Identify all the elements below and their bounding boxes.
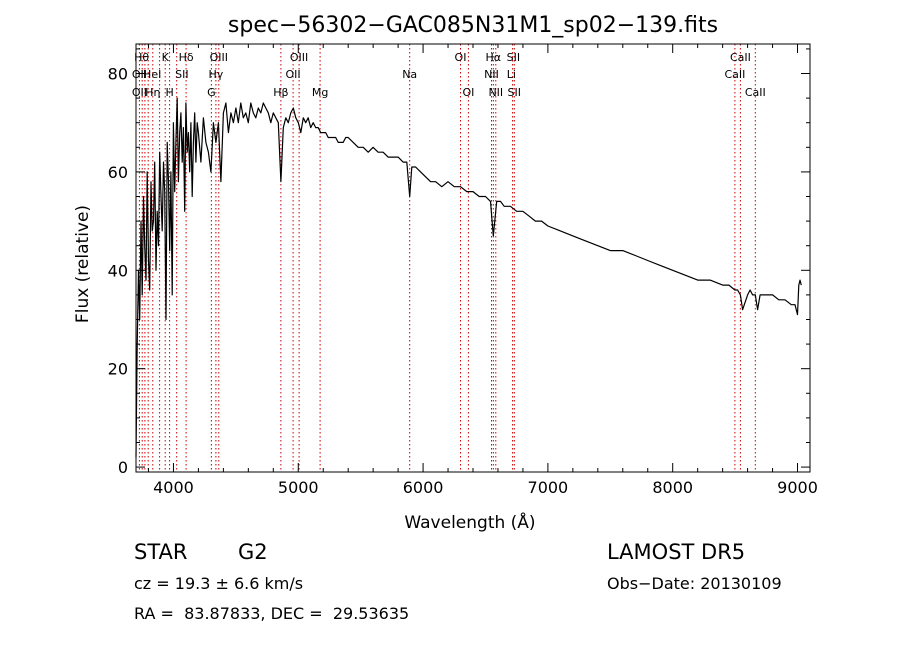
y-tick-label: 0 xyxy=(118,458,128,477)
spectrum-series xyxy=(135,97,802,458)
line-label: HeI xyxy=(143,68,161,81)
spectrum-line xyxy=(135,97,802,458)
line-label: Hη xyxy=(145,86,160,99)
line-label: Hβ xyxy=(273,86,288,99)
observation-date: Obs−Date: 20130109 xyxy=(607,574,782,593)
y-axis-ticks: 0 20 40 60 80 xyxy=(108,48,810,477)
line-markers xyxy=(138,44,756,472)
line-label: K xyxy=(162,51,170,64)
redshift-cz: cz = 19.3 ± 6.6 km/s xyxy=(134,574,304,593)
line-label: Na xyxy=(402,68,417,81)
y-tick-label: 80 xyxy=(108,65,128,84)
y-tick-label: 20 xyxy=(108,360,128,379)
line-label: Hγ xyxy=(209,68,224,81)
line-label: OIII xyxy=(210,51,228,64)
plot-frame xyxy=(135,43,811,473)
line-label: Hδ xyxy=(179,51,194,64)
line-label: CaII xyxy=(730,51,751,64)
line-label: Li xyxy=(507,68,516,81)
line-label: H xyxy=(165,86,173,99)
line-label: OI xyxy=(462,86,474,99)
chart-title: spec−56302−GAC085N31M1_sp02−139.fits xyxy=(228,13,718,38)
line-label: Mg xyxy=(312,86,328,99)
x-axis-label: Wavelength (Å) xyxy=(404,511,535,533)
x-tick-label: 9000 xyxy=(777,478,818,497)
line-label: Hθ xyxy=(134,51,149,64)
line-label: SII xyxy=(508,86,521,99)
x-tick-label: 6000 xyxy=(403,478,444,497)
object-subclass: G2 xyxy=(238,540,268,564)
y-axis-label: Flux (relative) xyxy=(73,205,93,323)
line-label: OIII xyxy=(290,51,308,64)
line-label: SII xyxy=(175,68,188,81)
line-label: OII xyxy=(286,68,301,81)
line-label: CaII xyxy=(724,68,745,81)
x-tick-label: 4000 xyxy=(153,478,194,497)
line-label: Hα xyxy=(486,51,502,64)
line-label: CaII xyxy=(745,86,766,99)
line-label: NII xyxy=(484,68,499,81)
y-tick-label: 40 xyxy=(108,261,128,280)
line-label: OI xyxy=(455,51,467,64)
x-axis-ticks: 4000 5000 6000 7000 8000 9000 xyxy=(147,44,818,497)
line-label: NII xyxy=(488,86,503,99)
x-tick-label: 5000 xyxy=(278,478,319,497)
y-tick-label: 60 xyxy=(108,163,128,182)
line-label: SII xyxy=(507,51,520,64)
line-label: G xyxy=(207,86,216,99)
x-tick-label: 7000 xyxy=(528,478,569,497)
coordinates: RA = 83.87833, DEC = 29.53635 xyxy=(134,604,410,623)
x-tick-label: 8000 xyxy=(652,478,693,497)
object-class: STAR xyxy=(134,540,188,564)
survey-name: LAMOST DR5 xyxy=(607,540,746,564)
